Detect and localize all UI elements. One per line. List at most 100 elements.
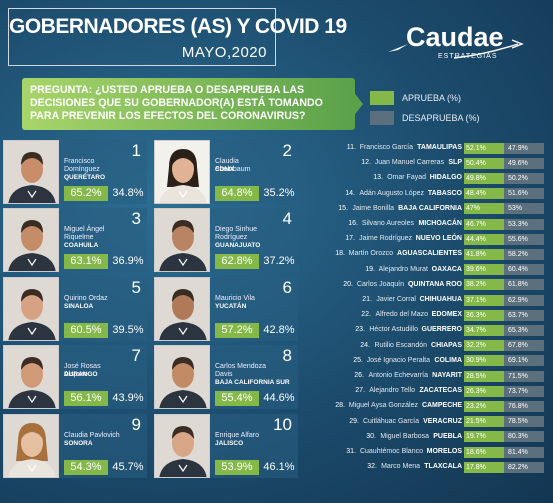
row-rank: 30. xyxy=(366,432,376,440)
row-rank: 13. xyxy=(373,174,383,182)
row-name: Alejandro Murat xyxy=(378,265,428,273)
row-name: Alejandro Tello xyxy=(369,387,415,395)
governor-photo xyxy=(3,208,59,272)
row-state: BAJA CALIFORNIA xyxy=(398,204,462,212)
card-info: 8 Carlos Mendoza Davis BAJA CALIFORNIA S… xyxy=(210,345,298,409)
row-approve: 32.2% xyxy=(464,340,504,352)
approve-value: 65.2% xyxy=(64,186,108,201)
row-disapprove: 65.3% xyxy=(504,324,544,336)
row-state: COLIMA xyxy=(434,356,462,364)
approve-value: 55.4% xyxy=(215,391,259,406)
card-info: 2 Claudia Sheinbaum CDMX 64.8% 35.2% xyxy=(210,140,298,204)
row-disapprove: 82.2% xyxy=(504,461,544,473)
row-state: EDOMEX xyxy=(431,311,462,319)
row-disapprove: 53.3% xyxy=(504,218,544,230)
row-name: Miguel Barbosa xyxy=(380,432,429,440)
state-name: SINALOA xyxy=(64,303,94,310)
row-rank: 14. xyxy=(345,189,355,197)
state-name: YUCATÁN xyxy=(215,303,247,310)
row-name: Cuauhtémoc Blanco xyxy=(359,448,423,455)
row-state: SLP xyxy=(448,159,462,167)
rank-number: 10 xyxy=(273,415,292,434)
row-disapprove: 51.6% xyxy=(504,188,544,200)
row-disapprove: 62.9% xyxy=(504,294,544,306)
row-disapprove: 76.8% xyxy=(504,400,544,412)
governor-photo xyxy=(3,140,59,204)
governor-name: Quirino Ordaz xyxy=(64,295,108,302)
governor-card: 8 Carlos Mendoza Davis BAJA CALIFORNIA S… xyxy=(154,345,298,409)
row-name: Jaime Bonilla xyxy=(352,204,394,212)
governor-card: 4 Diego Sinhue Rodríguez GUANAJUATO 62.8… xyxy=(154,208,298,272)
row-name: Alfredo del Mazo xyxy=(375,311,428,319)
rank-number: 2 xyxy=(282,141,292,160)
row-disapprove: 73.7% xyxy=(504,385,544,397)
row-disapprove: 78.5% xyxy=(504,416,544,428)
ranking-row: 27. Alejandro Tello ZACATECAS 26.3% 73.7… xyxy=(312,385,544,397)
ranking-row: 32. Marco Mena TLAXCALA 17.8% 82.2% xyxy=(312,461,544,473)
row-state: HIDALGO xyxy=(429,174,462,182)
governor-name: Carlos Mendoza Davis xyxy=(215,363,266,378)
ranking-row: 25. José Ignacio Peralta COLIMA 30.9% 69… xyxy=(312,355,544,367)
row-rank: 28. xyxy=(335,402,345,410)
row-rank: 26. xyxy=(354,372,364,379)
governor-card: 6 Mauricio Vila YUCATÁN 57.2% 42.8% xyxy=(154,277,298,341)
state-name: JALISCO xyxy=(215,440,244,447)
row-disapprove: 50.2% xyxy=(504,172,544,184)
row-approve: 34.7% xyxy=(464,324,504,336)
row-name: Miguel Aysa González xyxy=(348,402,418,410)
row-rank: 27. xyxy=(355,387,365,395)
row-rank: 15. xyxy=(338,204,348,212)
row-rank: 31. xyxy=(346,448,356,455)
governor-name: Miguel Ángel Riquelme xyxy=(64,226,105,241)
row-state: PUEBLA xyxy=(433,432,462,440)
ranking-row: 14. Adán Augusto López TABASCO 48.4% 51.… xyxy=(312,188,544,200)
approve-value: 62.8% xyxy=(215,254,259,269)
governor-name: Francisco Domínguez xyxy=(64,158,100,173)
row-state: NAYARIT xyxy=(432,372,462,379)
row-approve: 44.4% xyxy=(464,233,504,245)
state-name: CDMX xyxy=(215,166,235,173)
disapprove-value: 44.6% xyxy=(263,392,295,404)
row-rank: 24. xyxy=(360,341,370,349)
ranking-row: 28. Miguel Aysa González CAMPECHE 23.2% … xyxy=(312,400,544,412)
governor-name: Claudia Pavlovich xyxy=(64,432,120,439)
ranking-row: 18. Martín Orozco AGUASCALIENTES 41.8% 5… xyxy=(312,248,544,260)
row-state: TABASCO xyxy=(427,189,462,197)
row-rank: 17. xyxy=(345,235,355,243)
question-banner: PREGUNTA: ¿USTED APRUEBA O DESAPRUEBA LA… xyxy=(22,78,355,130)
rank-number: 6 xyxy=(282,278,292,297)
row-state: MICHOACÁN xyxy=(418,220,462,227)
row-approve: 39.6% xyxy=(464,264,504,276)
ranking-row: 20. Carlos Joaquín QUINTANA ROO 38.2% 61… xyxy=(312,279,544,291)
disapprove-value: 39.5% xyxy=(112,324,144,336)
legend-approve-label: APRUEBA (%) xyxy=(402,93,462,103)
card-info: 5 Quirino Ordaz SINALOA 60.5% 39.5% xyxy=(59,277,147,341)
card-info: 4 Diego Sinhue Rodríguez GUANAJUATO 62.8… xyxy=(210,208,298,272)
row-name: Marco Mena xyxy=(381,463,420,471)
row-approve: 21.5% xyxy=(464,416,504,428)
row-state: CHIHUAHUA xyxy=(419,296,462,303)
ranking-row: 29. Cuitláhuac García VERACRUZ 21.5% 78.… xyxy=(312,416,544,428)
row-approve: 23.2% xyxy=(464,400,504,412)
row-approve: 52.1% xyxy=(464,142,504,154)
row-name: Adán Augusto López xyxy=(359,189,424,197)
ranking-row: 31. Cuauhtémoc Blanco MORELOS 18.6% 81.4… xyxy=(312,446,544,458)
governor-card: 5 Quirino Ordaz SINALOA 60.5% 39.5% xyxy=(3,277,147,341)
approve-value: 64.8% xyxy=(215,186,259,201)
row-approve: 49.8% xyxy=(464,172,504,184)
row-disapprove: 81.4% xyxy=(504,446,544,458)
row-name: José Ignacio Peralta xyxy=(366,356,430,364)
governor-card: 1 Francisco Domínguez QUERÉTARO 65.2% 34… xyxy=(3,140,147,204)
governor-name: Claudia Sheinbaum xyxy=(215,158,251,173)
row-state: NUEVO LEÓN xyxy=(415,235,462,243)
row-disapprove: 69.1% xyxy=(504,355,544,367)
legend-disapprove-swatch xyxy=(370,111,394,125)
legend-approve-swatch xyxy=(370,91,394,105)
row-rank: 19. xyxy=(365,265,375,273)
page-subtitle: MAYO,2020 xyxy=(181,44,267,61)
governor-name: José Rosas Aispuro xyxy=(64,363,101,378)
rank-number: 5 xyxy=(131,278,141,297)
row-state: CAMPECHE xyxy=(421,402,462,410)
row-state: AGUASCALIENTES xyxy=(397,250,462,258)
governor-card: 3 Miguel Ángel Riquelme COAHUILA 63.1% 3… xyxy=(3,208,147,272)
